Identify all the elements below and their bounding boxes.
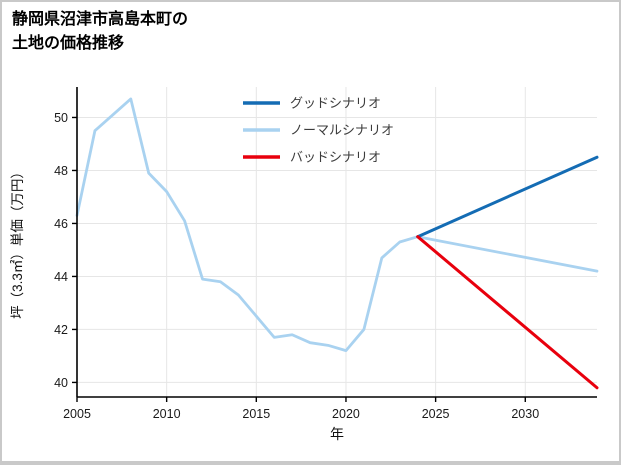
chart-title: 静岡県沼津市高島本町の 土地の価格推移 bbox=[12, 8, 188, 56]
series-line-good bbox=[416, 155, 599, 239]
x-tick-label: 2025 bbox=[422, 407, 450, 421]
chart-title-line1: 静岡県沼津市高島本町の bbox=[12, 11, 189, 28]
y-tick-label: 48 bbox=[54, 164, 68, 178]
series-line-bad bbox=[416, 235, 599, 390]
y-tick-label: 44 bbox=[54, 270, 68, 284]
series-line-normal bbox=[75, 97, 599, 353]
x-tick-label: 2015 bbox=[242, 407, 270, 421]
y-tick-label: 40 bbox=[54, 376, 68, 390]
x-tick-label: 2030 bbox=[511, 407, 539, 421]
y-tick-label: 42 bbox=[54, 323, 68, 337]
legend-label-good: グッドシナリオ bbox=[290, 96, 381, 111]
legend-label-bad: バッドシナリオ bbox=[290, 150, 381, 165]
legend-label-normal: ノーマルシナリオ bbox=[290, 123, 394, 138]
x-tick-label: 2020 bbox=[332, 407, 360, 421]
x-tick-label: 2005 bbox=[63, 407, 91, 421]
x-axis-label: 年 bbox=[330, 426, 344, 442]
y-axis-label: 坪（3.3㎡）単価（万円） bbox=[10, 165, 25, 319]
y-tick-label: 46 bbox=[54, 217, 68, 231]
chart-title-line2: 土地の価格推移 bbox=[12, 35, 125, 52]
x-tick-label: 2010 bbox=[153, 407, 181, 421]
y-tick-label: 50 bbox=[54, 111, 68, 125]
